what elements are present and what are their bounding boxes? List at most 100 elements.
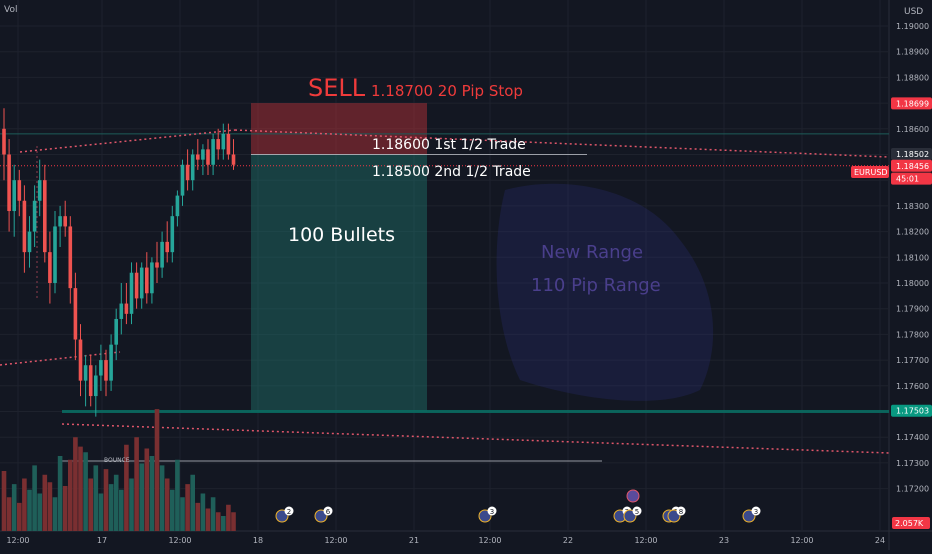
volume-bar xyxy=(215,512,221,531)
volume-bar xyxy=(226,504,231,531)
volume-bar xyxy=(159,465,165,531)
event-count-badge[interactable] xyxy=(632,506,642,516)
candle-body xyxy=(165,241,169,253)
event-count-badge[interactable] xyxy=(284,506,294,516)
candle-body xyxy=(7,154,11,212)
price-tick-label: 1.17200 xyxy=(896,485,929,494)
volume-bar xyxy=(83,452,88,531)
price-tick-label: 1.18600 xyxy=(896,125,929,134)
candle-body xyxy=(43,180,47,253)
candle-body xyxy=(231,154,236,165)
candle-body xyxy=(155,262,159,268)
trendline-upper-left xyxy=(19,129,236,153)
event-count-badge[interactable] xyxy=(323,506,333,516)
price-tag xyxy=(891,147,932,160)
price-tag-text: 1.18456 xyxy=(896,162,929,171)
volume-bar xyxy=(68,459,73,531)
trendline-upper-right xyxy=(234,129,890,158)
volume-bar xyxy=(1,471,7,531)
price-tag-text: 1.18699 xyxy=(896,99,929,108)
price-tick-label: 1.18800 xyxy=(896,73,929,82)
volume-bar xyxy=(57,456,63,531)
event-flag-icon[interactable] xyxy=(626,489,640,503)
candle-body xyxy=(27,231,32,253)
candle-body xyxy=(88,365,93,397)
candle-body xyxy=(2,128,6,155)
volume-tag xyxy=(892,517,930,529)
candle-body xyxy=(129,272,134,314)
candle-body xyxy=(78,339,83,381)
volume-bar xyxy=(124,444,129,531)
volume-bar xyxy=(221,516,226,531)
volume-bar xyxy=(42,474,48,531)
time-axis[interactable]: 12:00 17 12:00 18 12:00 21 12:00 22 12:00 23 12:00… xyxy=(6,536,885,545)
price-tag xyxy=(891,172,932,185)
price-tick-label: 1.17600 xyxy=(896,382,929,391)
volume-bar xyxy=(88,478,93,531)
sell-note: 1.18700 20 Pip Stop xyxy=(371,82,523,100)
volume-bar xyxy=(62,486,68,531)
candles xyxy=(2,108,236,417)
candle-body xyxy=(124,303,129,314)
event-count-text: 3 xyxy=(754,508,758,516)
time-tick-label: 12:00 xyxy=(168,536,191,545)
volume-bar xyxy=(200,493,206,531)
price-tick-label: 1.18900 xyxy=(896,48,929,57)
price-tag-text: 45:01 xyxy=(896,175,919,184)
event-count-text: 2 xyxy=(287,508,291,516)
volume-bar xyxy=(6,497,12,531)
candle-body xyxy=(73,288,78,340)
candle-body xyxy=(58,216,62,227)
price-tick-label: 1.18200 xyxy=(896,228,929,237)
price-tags: 1.18699 1.18502 1.18456 45:01 1.17503 xyxy=(891,97,932,417)
volume-bar xyxy=(170,489,175,531)
candle-body xyxy=(226,133,231,155)
volume-bar xyxy=(195,502,201,531)
event-count-text: 6 xyxy=(326,508,331,516)
candle-body xyxy=(211,139,215,165)
range-shape xyxy=(496,183,714,401)
candle-body xyxy=(109,344,113,381)
volume-bar xyxy=(32,465,37,531)
price-tick-label: 1.18100 xyxy=(896,253,929,262)
candle-body xyxy=(150,262,154,294)
sell-label: SELL xyxy=(308,74,366,102)
event-count-badge[interactable] xyxy=(676,506,686,516)
candle-body xyxy=(37,180,42,201)
price-tag-text: 1.18502 xyxy=(896,150,929,159)
event-count-badge[interactable] xyxy=(751,506,761,516)
candle-body xyxy=(114,318,118,345)
candle-body xyxy=(53,226,57,283)
event-count-text: 8 xyxy=(679,508,683,516)
time-tick-label: 12:00 xyxy=(324,536,347,545)
volume-bar xyxy=(93,465,99,531)
volume-bar xyxy=(73,437,78,531)
price-tag xyxy=(891,159,932,172)
candle-body xyxy=(68,226,73,289)
volume-bar xyxy=(164,478,170,531)
candle-body xyxy=(83,365,88,381)
volume-bar xyxy=(27,489,32,531)
volume-bar xyxy=(78,446,83,531)
candle-body xyxy=(216,139,220,150)
candle-body xyxy=(139,267,144,299)
event-badges[interactable]: 26325383 xyxy=(275,489,761,523)
candle-body xyxy=(190,154,195,181)
volume-bar xyxy=(129,478,134,531)
entry-2-label: 1.18500 2nd 1/2 Trade xyxy=(372,164,531,180)
price-tick-label: 1.17900 xyxy=(896,305,929,314)
candle-body xyxy=(99,360,103,376)
volume-bar xyxy=(11,484,17,531)
range-note-2: 110 Pip Range xyxy=(531,275,661,296)
candle-body xyxy=(160,241,164,268)
candle-body xyxy=(17,180,22,201)
bounce-label: BOUNCE xyxy=(104,457,130,464)
event-count-badge[interactable] xyxy=(487,506,497,516)
candle-body xyxy=(32,200,37,232)
volume-bar xyxy=(17,502,22,531)
candle-body xyxy=(206,149,210,165)
candle-body xyxy=(22,200,27,253)
symbol-tag xyxy=(851,166,889,178)
